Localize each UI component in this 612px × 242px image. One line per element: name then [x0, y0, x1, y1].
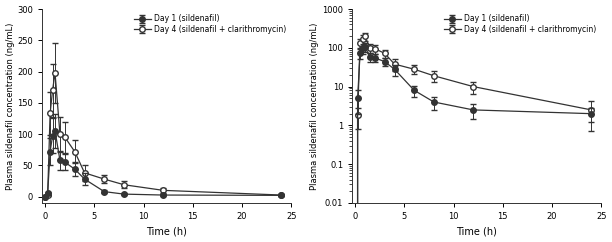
Legend: Day 1 (sildenafil), Day 4 (sildenafil + clarithromycin): Day 1 (sildenafil), Day 4 (sildenafil + …: [132, 13, 288, 36]
Y-axis label: Plasma sildenafil concentration (ng/mL): Plasma sildenafil concentration (ng/mL): [6, 22, 15, 190]
X-axis label: Time (h): Time (h): [146, 227, 187, 236]
Legend: Day 1 (sildenafil), Day 4 (sildenafil + clarithromycin): Day 1 (sildenafil), Day 4 (sildenafil + …: [442, 13, 597, 36]
Y-axis label: Plasma sildenafil concentration (ng/mL): Plasma sildenafil concentration (ng/mL): [310, 22, 319, 190]
X-axis label: Time (h): Time (h): [457, 227, 497, 236]
